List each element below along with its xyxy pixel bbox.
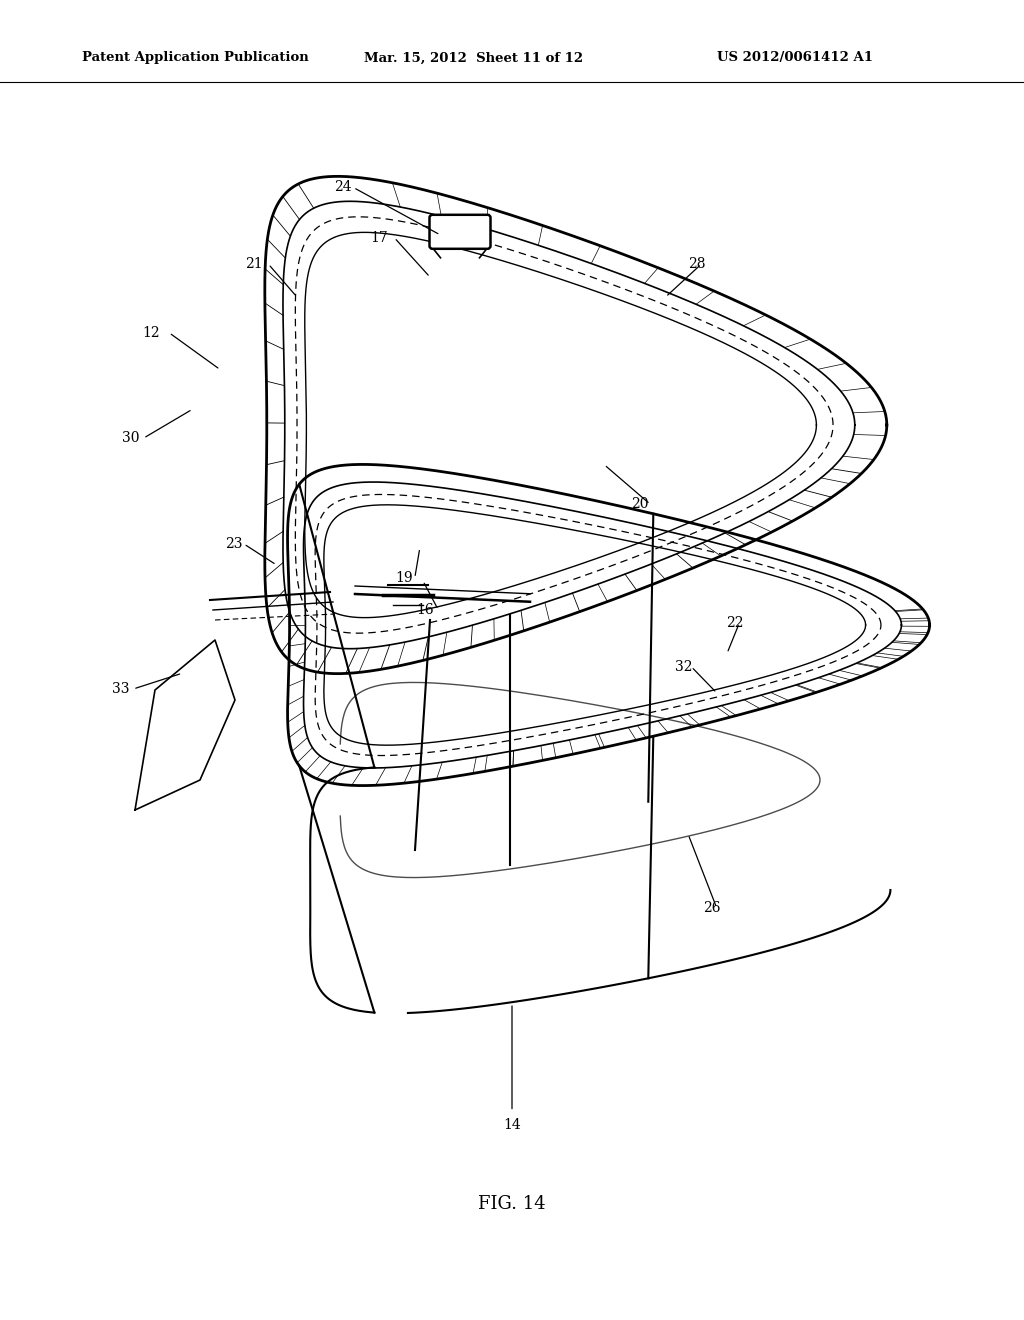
- Text: US 2012/0061412 A1: US 2012/0061412 A1: [717, 51, 872, 65]
- Text: FIG. 14: FIG. 14: [478, 1195, 546, 1213]
- Text: 30: 30: [122, 432, 140, 445]
- Text: 23: 23: [224, 537, 243, 550]
- Text: 12: 12: [142, 326, 161, 339]
- Text: 33: 33: [112, 682, 130, 696]
- Text: 20: 20: [631, 498, 649, 511]
- Text: 19: 19: [395, 572, 414, 585]
- Text: 14: 14: [503, 1118, 521, 1131]
- Text: Mar. 15, 2012  Sheet 11 of 12: Mar. 15, 2012 Sheet 11 of 12: [364, 51, 583, 65]
- Text: 16: 16: [416, 603, 434, 616]
- Text: Patent Application Publication: Patent Application Publication: [82, 51, 308, 65]
- Text: 24: 24: [334, 181, 352, 194]
- Text: 17: 17: [370, 231, 388, 244]
- Text: 21: 21: [245, 257, 263, 271]
- Text: 22: 22: [726, 616, 744, 630]
- Text: 32: 32: [675, 660, 693, 673]
- Text: 28: 28: [687, 257, 706, 271]
- Text: 26: 26: [702, 902, 721, 915]
- FancyBboxPatch shape: [429, 215, 490, 248]
